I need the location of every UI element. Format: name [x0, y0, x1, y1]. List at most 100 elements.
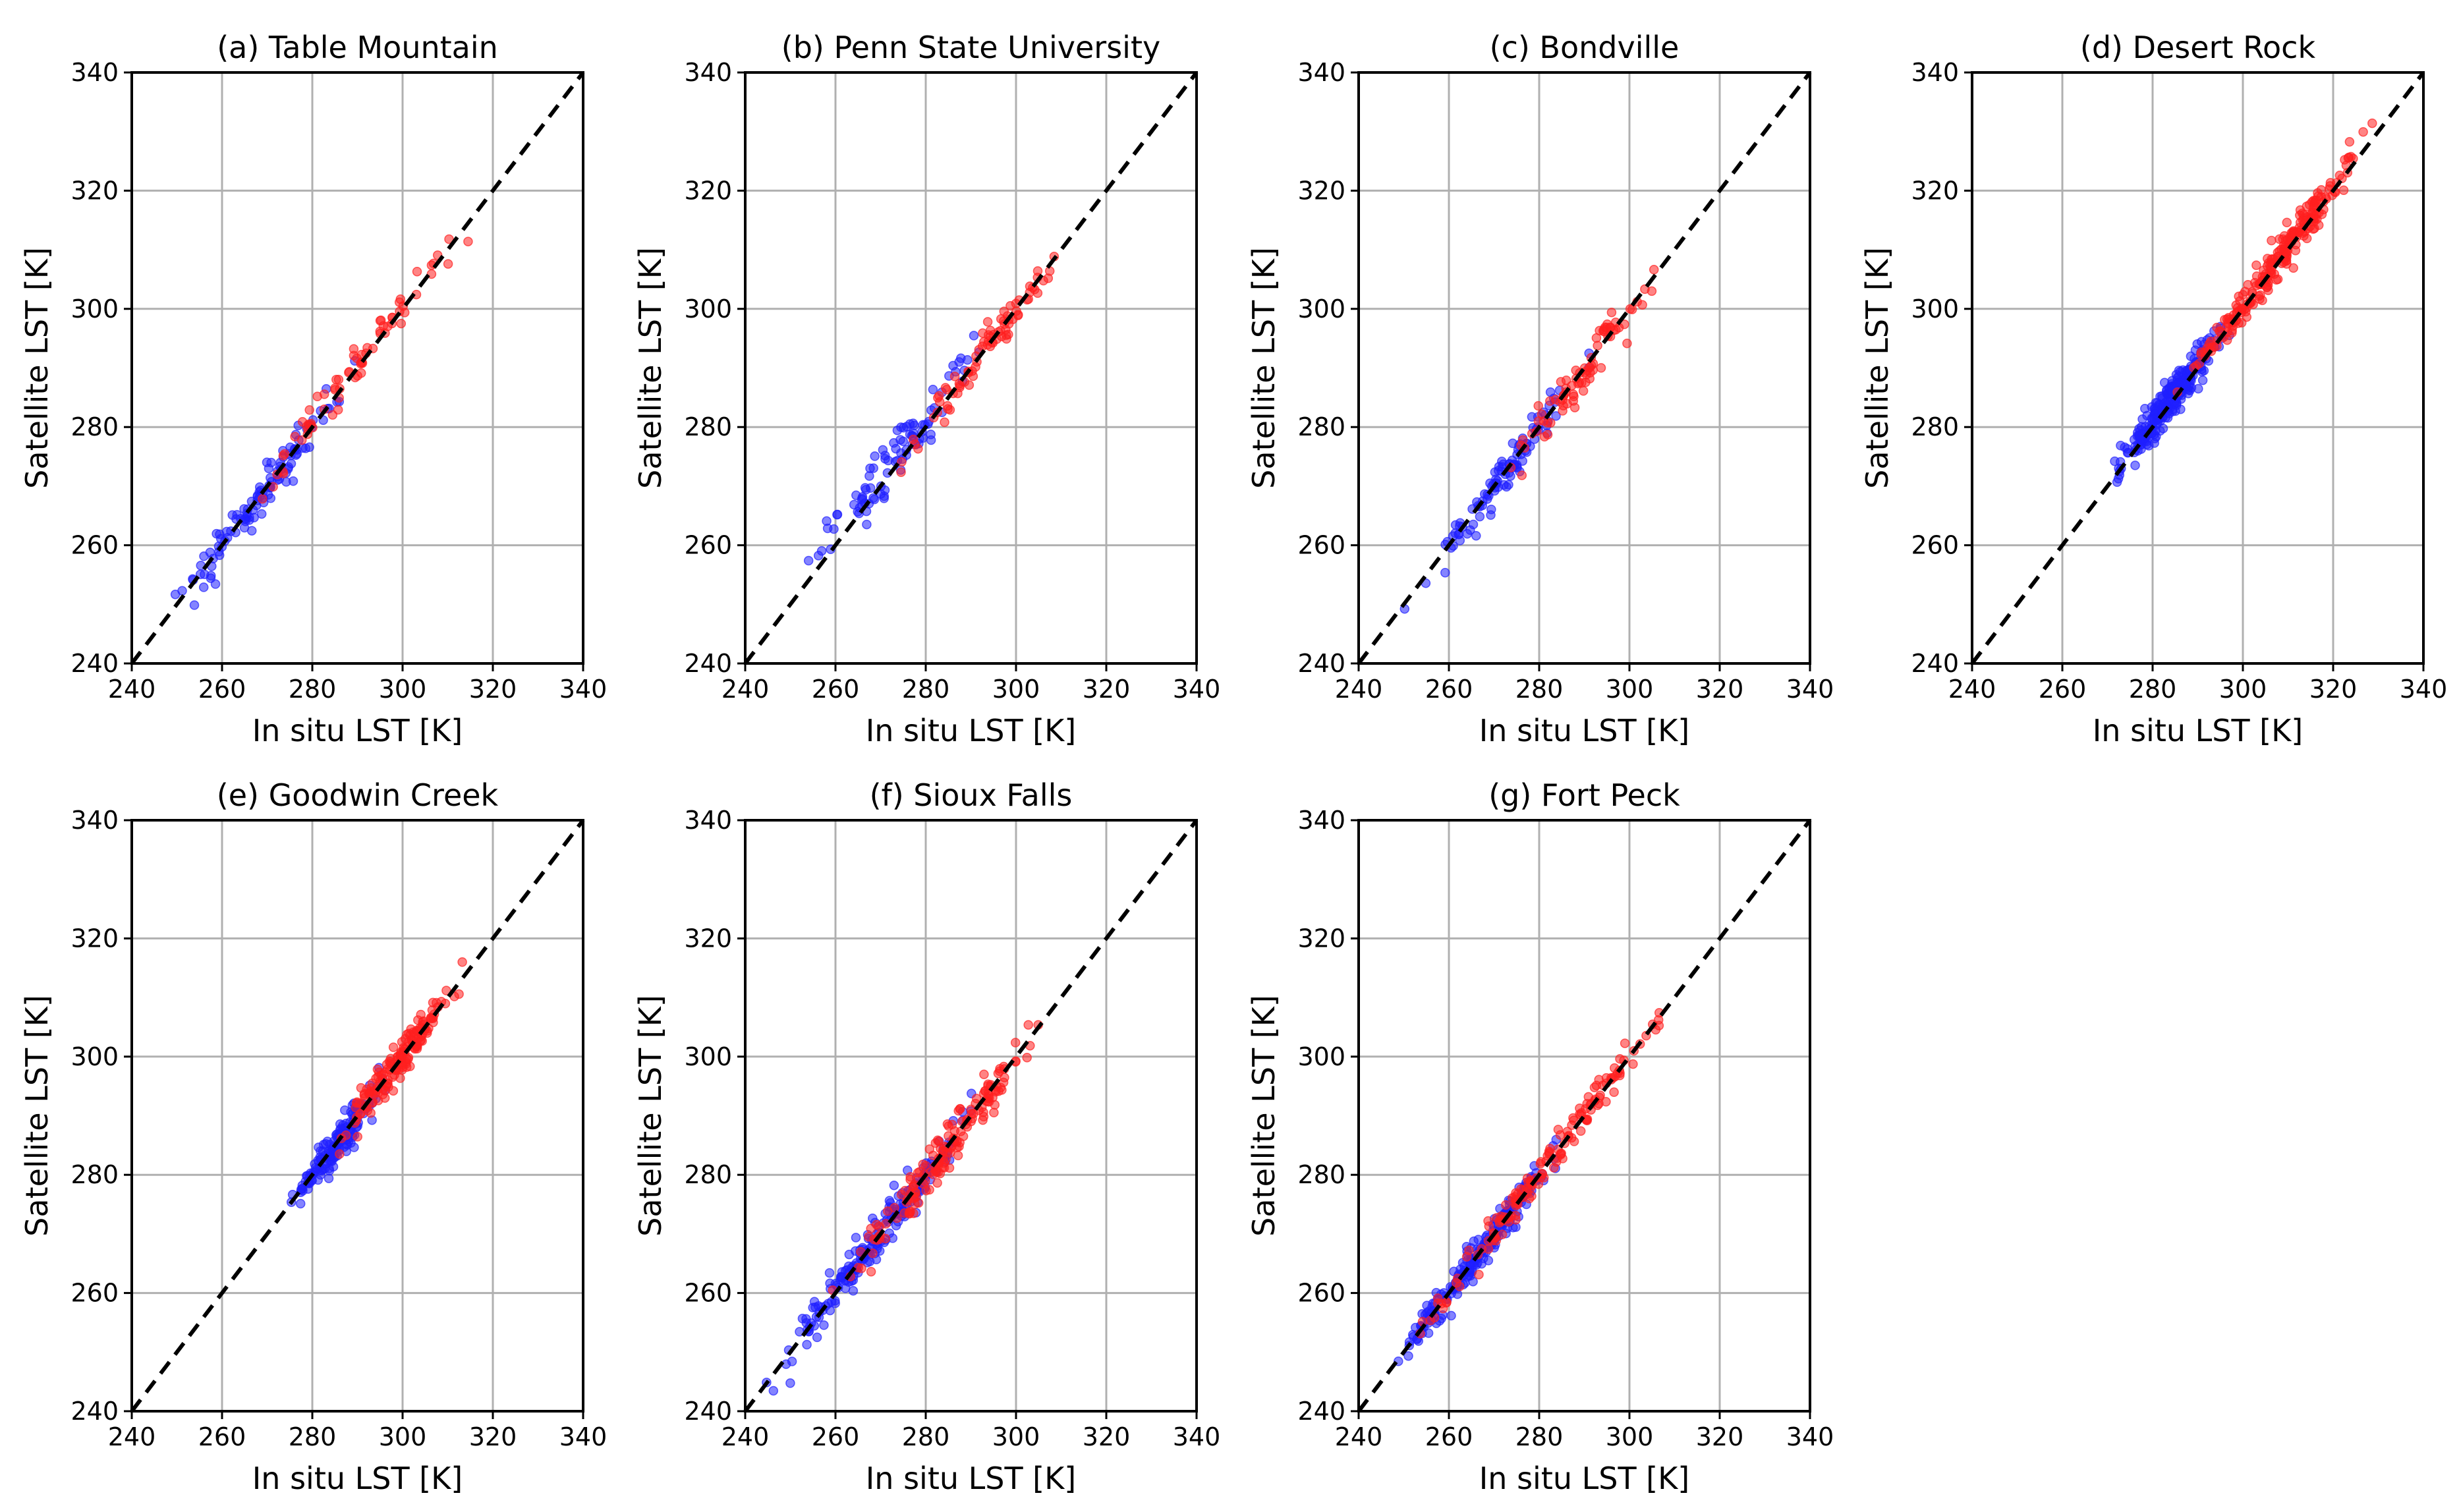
scatter-point: [444, 234, 454, 244]
scatter-point: [989, 1107, 999, 1118]
x-tick-label: 240: [108, 675, 156, 704]
scatter-point: [824, 1268, 835, 1278]
scatter-point: [979, 337, 989, 347]
scatter-point: [2212, 322, 2222, 333]
scatter-point: [395, 1050, 405, 1060]
scatter-point: [1546, 418, 1556, 428]
scatter-point: [1610, 1071, 1620, 1082]
scatter-point: [330, 383, 340, 393]
scatter-point: [354, 1098, 365, 1109]
scatter-point: [918, 1160, 928, 1169]
x-tick-label: 340: [1786, 1422, 1834, 1451]
scatter-point: [2282, 217, 2292, 227]
scatter-point: [1005, 300, 1015, 311]
scatter-point: [945, 1148, 955, 1158]
scatter-point: [840, 1283, 851, 1293]
scatter-point: [870, 451, 880, 461]
scatter-point: [1600, 322, 1610, 333]
scatter-series-red: [2172, 118, 2377, 397]
scatter-point: [2206, 342, 2217, 352]
scatter-point: [443, 259, 453, 269]
scatter-point: [924, 1185, 934, 1195]
y-tick-label: 300: [71, 1042, 119, 1071]
scatter-point: [1524, 1194, 1535, 1204]
scatter-point: [198, 582, 209, 592]
scatter-point: [868, 1248, 878, 1258]
plot-frame: [744, 819, 1198, 1413]
scatter-point: [932, 1135, 943, 1146]
scatter-point: [1501, 1200, 1511, 1210]
y-tick-label: 340: [684, 806, 732, 835]
scatter-point: [862, 519, 872, 530]
scatter-point: [898, 436, 909, 447]
scatter-point: [1637, 300, 1647, 310]
y-tick-label: 280: [1297, 412, 1345, 441]
chart-title: (b) Penn State University: [781, 30, 1160, 65]
scatter-point: [353, 1132, 362, 1142]
scatter-point: [371, 1073, 381, 1084]
scatter-point: [1477, 1259, 1486, 1269]
y-tick-label: 240: [684, 1397, 732, 1426]
scatter-point: [457, 957, 467, 967]
chart-title: (d) Desert Rock: [2080, 30, 2316, 65]
y-tick-label: 320: [1297, 176, 1345, 205]
x-tick-label: 300: [379, 1422, 427, 1451]
scatter-point: [2346, 152, 2356, 162]
x-tick-label: 260: [1425, 1422, 1473, 1451]
chart-panel-2: 240 260 280 300 320 340 240 260 280 300 320 340 (b) …: [633, 30, 1220, 748]
x-tick-label: 320: [1083, 675, 1131, 704]
scatter-point: [2149, 438, 2159, 448]
scatter-point: [954, 1141, 964, 1152]
y-tick-label: 300: [1297, 294, 1345, 323]
chart-title: (e) Goodwin Creek: [217, 777, 499, 813]
scatter-point: [2153, 418, 2163, 428]
scatter-point: [288, 476, 298, 486]
x-tick-label: 300: [1606, 1422, 1654, 1451]
chart-panel-7: 240 260 280 300 320 340 240 260 280 300 320 340 (g) …: [1246, 777, 1834, 1496]
scatter-point: [428, 997, 438, 1007]
y-tick-label: 300: [1911, 294, 1959, 323]
scatter-point: [942, 1119, 953, 1129]
scatter-point: [816, 546, 827, 556]
scatter-point: [882, 1206, 893, 1216]
scatter-point: [364, 1088, 374, 1099]
scatter-point: [787, 1357, 797, 1366]
scatter-point: [978, 1111, 989, 1122]
scatter-point: [303, 1184, 313, 1194]
y-tick-label: 320: [1297, 924, 1345, 953]
x-axis-label: In situ LST [K]: [252, 1461, 463, 1496]
x-tick-label: 280: [289, 675, 337, 704]
y-tick-label: 280: [684, 1160, 732, 1189]
scatter-point: [1002, 334, 1011, 344]
x-tick-label: 300: [992, 675, 1040, 704]
scatter-point: [388, 1042, 399, 1052]
y-tick-label: 240: [71, 649, 119, 678]
x-tick-label: 320: [1083, 1422, 1131, 1451]
x-tick-label: 280: [289, 1422, 337, 1451]
y-axis-label: Satellite LST [K]: [1859, 247, 1895, 489]
y-tick-label: 280: [71, 1160, 119, 1189]
scatter-point: [1023, 1020, 1033, 1030]
scatter-point: [189, 600, 200, 610]
scatter-point: [1483, 1244, 1494, 1254]
scatter-point: [913, 1167, 923, 1178]
scatter-point: [880, 451, 890, 461]
scatter-point: [2193, 383, 2203, 394]
chart-panel-4: 240 260 280 300 320 340 240 260 280 300 320 340 (d) …: [1859, 30, 2447, 748]
y-axis-label: Satellite LST [K]: [633, 247, 668, 489]
scatter-point: [913, 443, 923, 454]
scatter-point: [1615, 1053, 1625, 1064]
scatter-point: [1569, 1136, 1579, 1146]
x-tick-label: 340: [559, 1422, 608, 1451]
scatter-point: [982, 317, 993, 327]
scatter-point: [1609, 1087, 1619, 1097]
scatter-point: [2134, 430, 2144, 441]
y-tick-label: 320: [684, 176, 732, 205]
x-tick-label: 340: [1173, 675, 1221, 704]
x-axis-label: In situ LST [K]: [866, 713, 1077, 748]
scatter-series-blue: [803, 331, 984, 566]
scatter-point: [1649, 265, 1659, 275]
scatter-point: [1622, 338, 1632, 349]
scatter-point: [2223, 313, 2234, 323]
scatter-point: [394, 297, 405, 307]
